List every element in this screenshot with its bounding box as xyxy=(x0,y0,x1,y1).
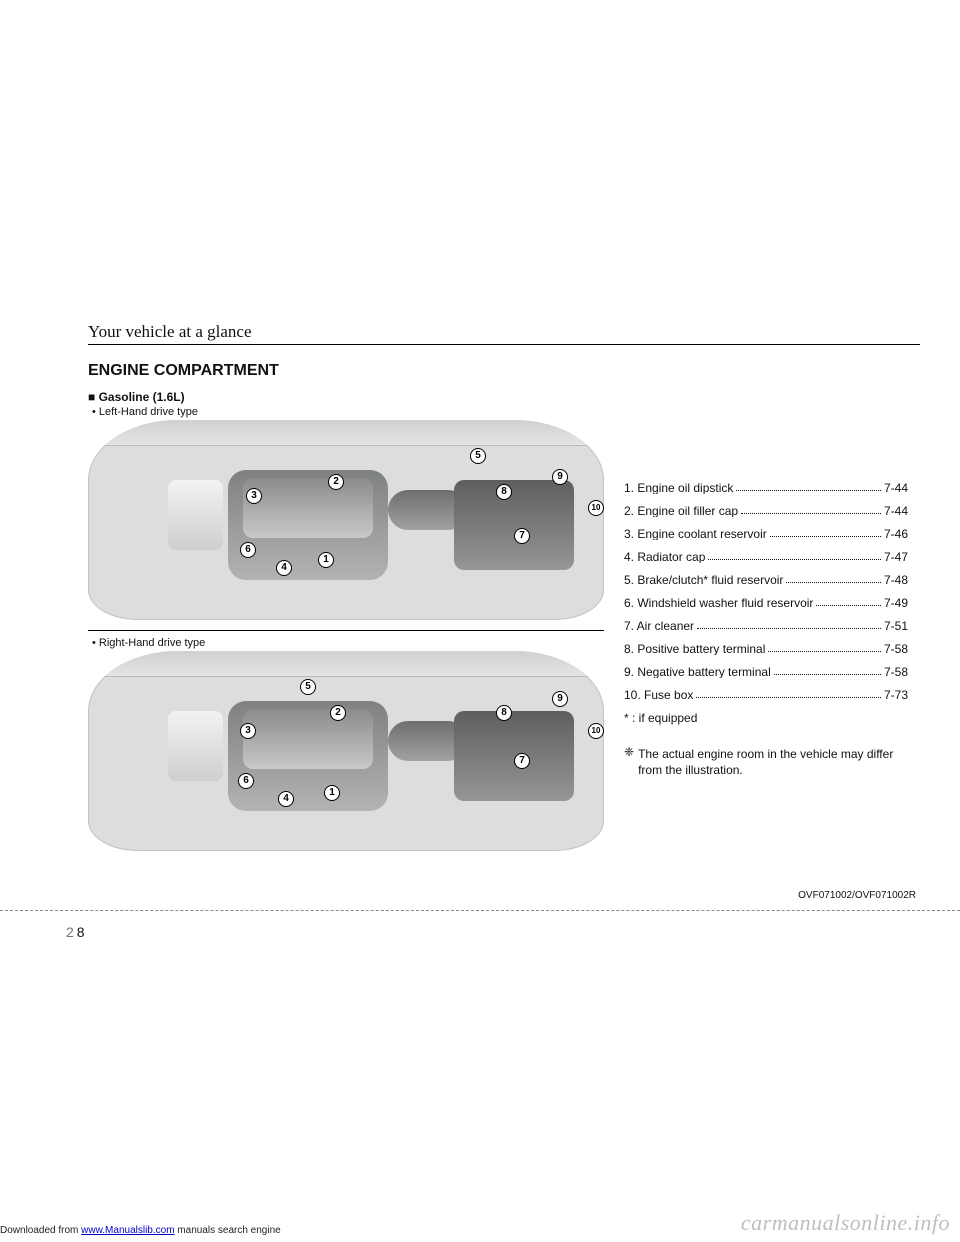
leader-dots xyxy=(816,597,881,606)
diagram-divider xyxy=(88,630,604,631)
downloaded-prefix: Downloaded from xyxy=(0,1225,81,1236)
page: Your vehicle at a glance ENGINE COMPARTM… xyxy=(0,0,960,1242)
list-item-page: 7-73 xyxy=(884,689,908,701)
list-item: 3. Engine coolant reservoir 7-46 xyxy=(624,528,908,540)
hood-lip xyxy=(88,651,604,677)
header-title: Your vehicle at a glance xyxy=(88,322,252,341)
downloaded-link[interactable]: www.Manualslib.com xyxy=(81,1225,174,1236)
downloaded-footer: Downloaded from www.Manualslib.com manua… xyxy=(0,1225,281,1236)
page-header: Your vehicle at a glance xyxy=(88,322,920,345)
list-item-page: 7-44 xyxy=(884,505,908,517)
list-item-label: 4. Radiator cap xyxy=(624,551,705,563)
leader-dots xyxy=(774,666,881,675)
list-item-label: 6. Windshield washer fluid reservoir xyxy=(624,597,813,609)
list-item: 10. Fuse box 7-73 xyxy=(624,689,908,701)
callout-6: 6 xyxy=(240,542,256,558)
list-item: 7. Air cleaner 7-51 xyxy=(624,620,908,632)
callout-7: 7 xyxy=(514,753,530,769)
list-item-page: 7-47 xyxy=(884,551,908,563)
page-number: 28 xyxy=(66,924,85,940)
watermark: carmanualsonline.info xyxy=(741,1210,950,1236)
leader-dots xyxy=(708,551,881,560)
page-num: 8 xyxy=(77,924,85,940)
airbox-shape xyxy=(454,711,574,801)
list-item-page: 7-49 xyxy=(884,597,908,609)
callout-2: 2 xyxy=(330,705,346,721)
list-item: 4. Radiator cap 7-47 xyxy=(624,551,908,563)
reservoir-shape xyxy=(168,480,223,550)
list-item-label: 7. Air cleaner xyxy=(624,620,694,632)
list-item-label: 10. Fuse box xyxy=(624,689,693,701)
list-footnote: * : if equipped xyxy=(624,712,908,724)
list-item-page: 7-48 xyxy=(884,574,908,586)
list-item-page: 7-46 xyxy=(884,528,908,540)
section-title: ENGINE COMPARTMENT xyxy=(88,362,279,380)
leader-dots xyxy=(741,505,881,514)
list-item: 6. Windshield washer fluid reservoir 7-49 xyxy=(624,597,908,609)
callout-1: 1 xyxy=(324,785,340,801)
list-item-page: 7-58 xyxy=(884,643,908,655)
list-note: ❈ The actual engine room in the vehicle … xyxy=(624,746,908,778)
list-item-label: 9. Negative battery terminal xyxy=(624,666,771,678)
callout-10: 10 xyxy=(588,500,604,516)
list-item: 9. Negative battery terminal 7-58 xyxy=(624,666,908,678)
callout-4: 4 xyxy=(276,560,292,576)
callout-3: 3 xyxy=(246,488,262,504)
leader-dots xyxy=(736,482,881,491)
callout-2: 2 xyxy=(328,474,344,490)
list-item: 5. Brake/clutch* fluid reservoir 7-48 xyxy=(624,574,908,586)
list-item: 1. Engine oil dipstick 7-44 xyxy=(624,482,908,494)
callout-3: 3 xyxy=(240,723,256,739)
leader-dots xyxy=(786,574,881,583)
callout-1: 1 xyxy=(318,552,334,568)
reservoir-shape xyxy=(168,711,223,781)
leader-dots xyxy=(696,689,881,698)
callout-5: 5 xyxy=(300,679,316,695)
callout-8: 8 xyxy=(496,484,512,500)
list-item-label: 1. Engine oil dipstick xyxy=(624,482,733,494)
hood-lip xyxy=(88,420,604,446)
engine-diagram-left: 5 2 8 9 3 10 7 6 1 4 xyxy=(88,420,604,620)
diagram-area: ■ Gasoline (1.6L) • Left-Hand drive type… xyxy=(88,390,604,861)
airbox-shape xyxy=(454,480,574,570)
callout-7: 7 xyxy=(514,528,530,544)
leader-dots xyxy=(768,643,881,652)
engine-cover-shape xyxy=(243,478,373,538)
parts-list: 1. Engine oil dipstick7-442. Engine oil … xyxy=(624,482,908,778)
note-symbol: ❈ xyxy=(624,746,634,778)
engine-cover-shape xyxy=(243,709,373,769)
list-item-label: 3. Engine coolant reservoir xyxy=(624,528,767,540)
list-item: 2. Engine oil filler cap 7-44 xyxy=(624,505,908,517)
chapter-number: 2 xyxy=(66,924,74,940)
list-item-label: 2. Engine oil filler cap xyxy=(624,505,738,517)
list-item-page: 7-44 xyxy=(884,482,908,494)
note-text: The actual engine room in the vehicle ma… xyxy=(638,746,908,778)
list-item-page: 7-58 xyxy=(884,666,908,678)
list-item-label: 8. Positive battery terminal xyxy=(624,643,765,655)
list-item: 8. Positive battery terminal 7-58 xyxy=(624,643,908,655)
callout-9: 9 xyxy=(552,691,568,707)
dashed-separator xyxy=(0,910,960,911)
leader-dots xyxy=(770,528,881,537)
callout-6: 6 xyxy=(238,773,254,789)
callout-5: 5 xyxy=(470,448,486,464)
list-item-page: 7-51 xyxy=(884,620,908,632)
callout-8: 8 xyxy=(496,705,512,721)
leader-dots xyxy=(697,620,881,629)
callout-10: 10 xyxy=(588,723,604,739)
diagram-subhead: ■ Gasoline (1.6L) xyxy=(88,390,604,404)
right-drive-label: • Right-Hand drive type xyxy=(92,637,604,649)
downloaded-suffix: manuals search engine xyxy=(175,1225,281,1236)
list-item-label: 5. Brake/clutch* fluid reservoir xyxy=(624,574,783,586)
left-drive-label: • Left-Hand drive type xyxy=(92,406,604,418)
callout-4: 4 xyxy=(278,791,294,807)
image-code: OVF071002/OVF071002R xyxy=(798,890,916,901)
engine-diagram-right: 52 8 9 3 10 7 6 1 4 xyxy=(88,651,604,851)
callout-9: 9 xyxy=(552,469,568,485)
